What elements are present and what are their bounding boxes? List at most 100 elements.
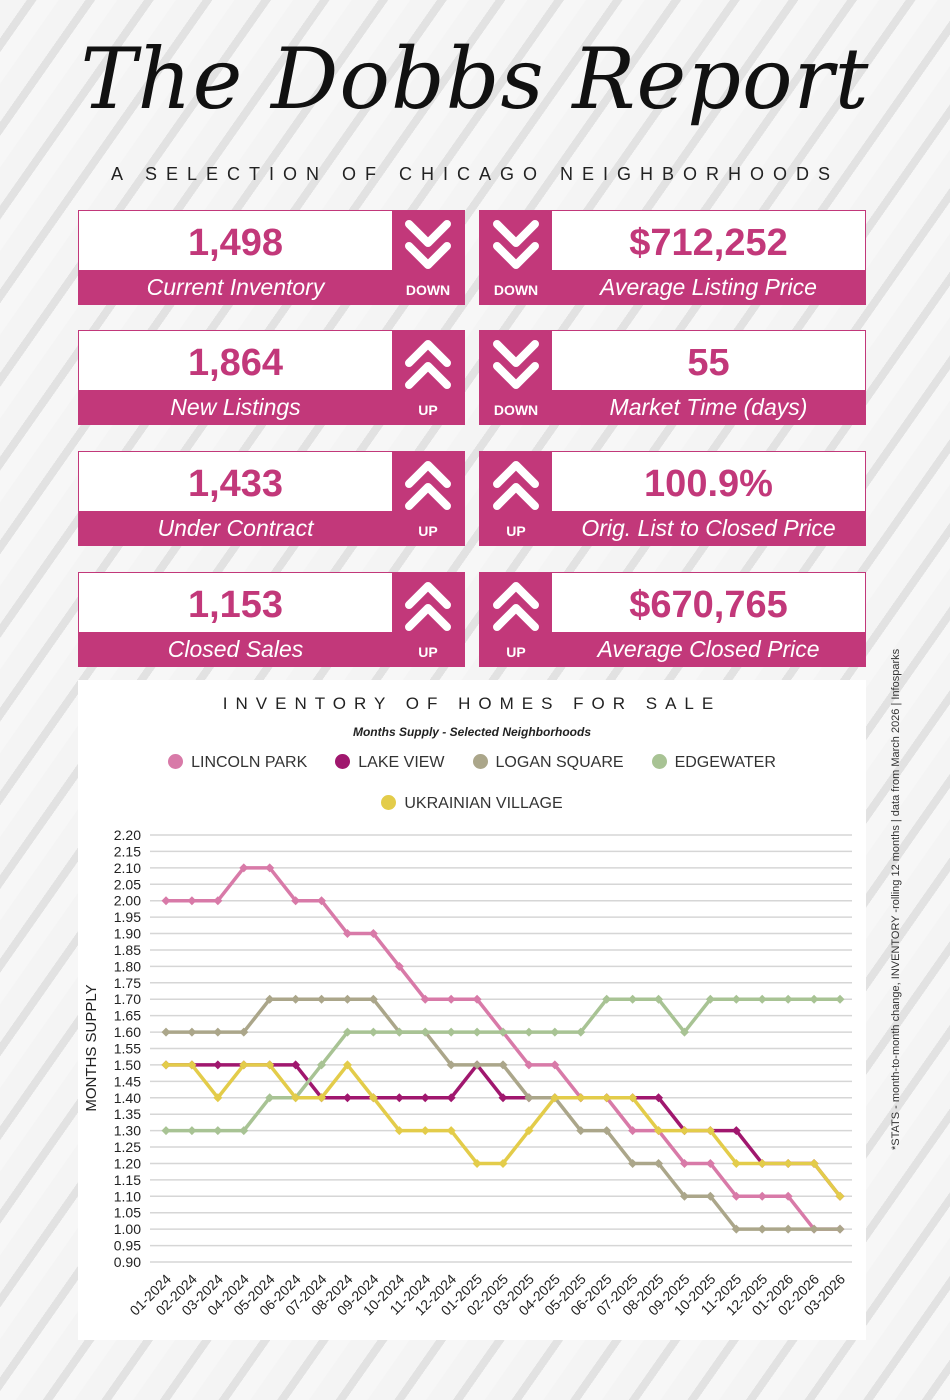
data-point xyxy=(472,1060,482,1070)
data-point xyxy=(394,961,404,971)
data-point xyxy=(420,1126,430,1136)
data-point xyxy=(498,1158,508,1168)
data-point xyxy=(654,1093,664,1103)
report-subtitle: A SELECTION OF CHICAGO NEIGHBORHOODS xyxy=(110,164,840,184)
trend-indicator: UP xyxy=(480,452,552,545)
trend-indicator: UP xyxy=(480,573,552,666)
stat-value: 55 xyxy=(687,342,730,384)
stat-label: Current Inventory xyxy=(146,274,325,300)
data-point xyxy=(213,1060,223,1070)
data-point xyxy=(291,994,301,1004)
data-point xyxy=(420,994,430,1004)
data-point xyxy=(809,1224,819,1234)
data-point xyxy=(472,1027,482,1037)
y-tick-label: 1.45 xyxy=(114,1073,141,1089)
data-point xyxy=(291,1060,301,1070)
y-tick-label: 1.30 xyxy=(114,1123,141,1139)
data-point xyxy=(317,994,327,1004)
trend-direction: DOWN xyxy=(405,282,451,298)
double-chevron-up-icon xyxy=(493,461,539,510)
y-tick-label: 1.60 xyxy=(114,1024,141,1040)
y-tick-label: 1.40 xyxy=(114,1090,141,1106)
double-chevron-down-icon xyxy=(493,220,539,269)
data-point xyxy=(835,994,845,1004)
chart-legend: LINCOLN PARK LAKE VIEW LOGAN SQUARE EDGEWAT… xyxy=(78,754,866,772)
y-tick-label: 1.05 xyxy=(114,1205,141,1221)
data-point xyxy=(239,1027,249,1037)
data-point xyxy=(809,994,819,1004)
data-point xyxy=(213,896,223,906)
data-point xyxy=(835,1191,845,1201)
stat-label: Orig. List to Closed Price xyxy=(581,515,836,541)
data-point xyxy=(498,1093,508,1103)
trend-indicator: UP xyxy=(392,573,464,666)
stat-band xyxy=(552,390,865,424)
trend-direction: UP xyxy=(506,523,526,539)
y-tick-label: 2.05 xyxy=(114,876,141,892)
data-point xyxy=(705,1126,715,1136)
data-point xyxy=(731,1158,741,1168)
stat-value: $670,765 xyxy=(629,584,788,626)
data-point xyxy=(731,1126,741,1136)
data-point xyxy=(576,1093,586,1103)
data-point xyxy=(420,1093,430,1103)
trend-direction: DOWN xyxy=(493,282,539,298)
data-point xyxy=(498,1060,508,1070)
data-point xyxy=(342,1093,352,1103)
data-point xyxy=(757,1224,767,1234)
data-point xyxy=(368,1093,378,1103)
legend-label: LINCOLN PARK xyxy=(191,754,308,771)
y-tick-label: 1.15 xyxy=(114,1172,141,1188)
legend-marker xyxy=(335,754,351,769)
data-point xyxy=(187,1027,197,1037)
data-point xyxy=(654,1158,664,1168)
double-chevron-down-icon xyxy=(405,220,451,269)
data-point xyxy=(576,1027,586,1037)
data-point xyxy=(783,1191,793,1201)
data-point xyxy=(809,1158,819,1168)
data-point xyxy=(213,1027,223,1037)
stat-label: Average Listing Price xyxy=(600,274,817,300)
data-point xyxy=(342,994,352,1004)
data-point xyxy=(265,1060,275,1070)
data-point xyxy=(161,1060,171,1070)
data-point xyxy=(394,1027,404,1037)
data-point xyxy=(731,1224,741,1234)
trend-direction: UP xyxy=(418,644,438,660)
double-chevron-up-icon xyxy=(493,582,539,631)
stat-label: New Listings xyxy=(170,394,301,420)
data-point xyxy=(731,1191,741,1201)
data-point xyxy=(524,1093,534,1103)
data-point xyxy=(420,1027,430,1037)
data-point xyxy=(524,1027,534,1037)
data-point xyxy=(705,1158,715,1168)
stat-card: 1,153 Closed Sales UP xyxy=(78,572,465,667)
data-point xyxy=(394,1093,404,1103)
chart-title: INVENTORY OF HOMES FOR SALE xyxy=(222,694,722,713)
y-tick-label: 1.35 xyxy=(114,1106,141,1122)
footnote: *STATS - month-to-month change, INVENTOR… xyxy=(890,648,902,1150)
data-point xyxy=(602,994,612,1004)
double-chevron-up-icon xyxy=(405,340,451,389)
data-point xyxy=(368,1027,378,1037)
y-tick-label: 1.65 xyxy=(114,1008,141,1024)
legend-label: LAKE VIEW xyxy=(358,754,445,771)
data-point xyxy=(628,1158,638,1168)
stat-band xyxy=(552,511,865,545)
double-chevron-up-icon xyxy=(405,582,451,631)
data-point xyxy=(705,1191,715,1201)
data-point xyxy=(602,1093,612,1103)
data-point xyxy=(654,1126,664,1136)
data-point xyxy=(472,1158,482,1168)
stat-value: 1,864 xyxy=(187,342,284,384)
data-point xyxy=(342,1060,352,1070)
chart-subtitle: Months Supply - Selected Neighborhoods xyxy=(352,725,591,739)
legend-marker xyxy=(472,754,488,769)
stat-band xyxy=(552,270,865,304)
chart-legend-row-2: UKRAINIAN VILLAGE xyxy=(78,795,866,813)
data-point xyxy=(161,1027,171,1037)
y-tick-label: 1.10 xyxy=(114,1188,141,1204)
y-tick-label: 1.95 xyxy=(114,909,141,925)
stat-value: $712,252 xyxy=(629,222,788,264)
stat-card: 1,864 New Listings UP xyxy=(78,330,465,425)
